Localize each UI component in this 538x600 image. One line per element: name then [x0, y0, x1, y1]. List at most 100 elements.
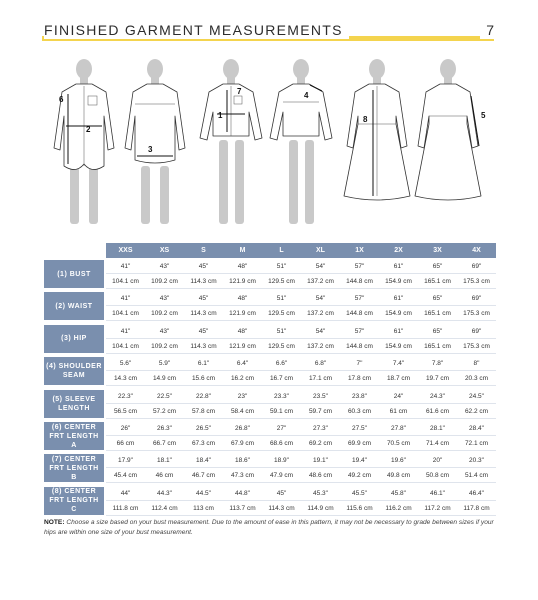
size-header-row: XXS XS S M L XL 1X 2X 3X 4X [106, 243, 496, 258]
table-cell: 114.3 cm [190, 310, 217, 318]
table-cell: 26.5" [196, 425, 211, 432]
table-cell: 70.5 cm [386, 440, 411, 447]
table-cell: 137.2 cm [307, 310, 334, 318]
table-cell: 19.4" [352, 457, 367, 465]
garment-illustration: 6 2 3 1 7 4 5 8 [53, 59, 486, 224]
table-cell: 57.2 cm [152, 407, 177, 415]
table-cell: 17.1 cm [308, 375, 333, 383]
inch-values-line: 41" 43" 45" 48" 51" 54" 57" 61" 65" 69" [106, 259, 496, 274]
cm-values-line: 14.3 cm 14.9 cm 15.6 cm 16.2 cm 16.7 cm 17.1 … [106, 371, 496, 387]
table-cell: 69" [471, 327, 482, 335]
table-cell: 28.1" [430, 425, 445, 432]
marker-4: 4 [304, 91, 309, 100]
size-header: XS [159, 247, 170, 254]
table-cell: 154.9 cm [385, 342, 412, 350]
table-cell: 47.3 cm [230, 472, 255, 480]
table-cell: 144.8 cm [346, 342, 373, 350]
table-cell: 116.2 cm [385, 504, 412, 512]
cm-values-line: 66 cm 66.7 cm 67.3 cm 67.9 cm 68.6 cm 69.2 cm… [106, 436, 496, 451]
size-header: 2X [394, 247, 403, 254]
table-cell: 45.3" [313, 489, 328, 497]
table-cell: 23" [237, 392, 248, 400]
table-cell: 47.9 cm [269, 472, 294, 480]
table-cell: 165.1 cm [424, 342, 451, 350]
table-cell: 27.3" [313, 425, 328, 432]
table-cell: 67.9 cm [230, 440, 255, 447]
table-cell: 5.6" [119, 360, 132, 368]
table-cell: 46 cm [155, 472, 174, 480]
table-cell: 104.1 cm [112, 278, 139, 285]
table-cell: 109.2 cm [151, 342, 178, 350]
table-cell: 14.3 cm [113, 375, 138, 383]
table-cell: 7" [356, 360, 363, 368]
table-cell: 129.5 cm [268, 342, 295, 350]
table-cell: 45" [276, 489, 287, 497]
table-cell: 28.4" [469, 425, 484, 432]
table-cell: 26" [120, 425, 131, 432]
cm-values-line: 111.8 cm 112.4 cm 113 cm 113.7 cm 114.3 cm 11… [106, 501, 496, 516]
table-cell: 104.1 cm [112, 342, 139, 350]
table-cell: 16.2 cm [230, 375, 255, 383]
size-header: 3X [433, 247, 442, 254]
table-cell: 68.6 cm [269, 440, 294, 447]
measurement-label: (3) HIP [44, 324, 104, 353]
table-cell: 112.4 cm [151, 504, 178, 512]
table-row: (5) SLEEVE LENGTH 22.3" 22.5" 22.8" 23" 23.3"… [44, 389, 496, 419]
table-cell: 17.9" [118, 457, 133, 465]
table-cell: 56.5 cm [113, 407, 138, 415]
table-cell: 154.9 cm [385, 310, 412, 318]
measurement-label: (2) WAIST [44, 292, 104, 321]
table-cell: 41" [120, 263, 131, 270]
table-cell: 8" [473, 360, 480, 368]
size-header: 1X [355, 247, 364, 254]
table-cell: 14.9 cm [152, 375, 177, 383]
table-cell: 46.7 cm [191, 472, 216, 480]
measurement-label: (8) CENTER FRT LENGTH C [44, 486, 104, 515]
table-cell: 57" [354, 327, 365, 335]
table-cell: 44.8" [235, 489, 250, 497]
size-note: NOTE: Choose a size based on your bust m… [44, 518, 496, 538]
table-cell: 165.1 cm [424, 310, 451, 318]
size-header: 4X [472, 247, 481, 254]
table-row: (3) HIP 41" 43" 45" 48" 51" 54" 57" 61" 65" 69" 104… [44, 324, 496, 354]
table-cell: 22.3" [118, 392, 133, 400]
table-cell: 7.8" [431, 360, 444, 368]
table-cell: 27.8" [391, 425, 406, 432]
table-cell: 44.5" [196, 489, 211, 497]
cm-values-line: 104.1 cm 109.2 cm 114.3 cm 121.9 cm 129.5 cm… [106, 306, 496, 322]
table-cell: 129.5 cm [268, 278, 295, 285]
marker-3: 3 [148, 145, 153, 154]
table-cell: 51" [276, 295, 287, 303]
measurement-label: (1) BUST [44, 260, 104, 288]
size-header: XXS [118, 247, 133, 254]
table-cell: 24.5" [469, 392, 484, 400]
table-cell: 6.4" [236, 360, 249, 368]
mannequin-figure-3 [219, 59, 244, 224]
mannequin-figure-6 [440, 59, 456, 84]
table-cell: 137.2 cm [307, 278, 334, 285]
table-cell: 60.3 cm [347, 407, 372, 415]
table-cell: 44" [120, 489, 131, 497]
table-cell: 48" [237, 327, 248, 335]
table-cell: 19.7 cm [425, 375, 450, 383]
table-cell: 111.8 cm [112, 504, 139, 512]
table-row: (4) SHOULDER SEAM 5.6" 5.9" 6.1" 6.4" 6.6" 6.8… [44, 356, 496, 387]
table-cell: 114.3 cm [190, 278, 217, 285]
table-cell: 17.8 cm [347, 375, 372, 383]
table-cell: 117.8 cm [463, 504, 490, 512]
table-cell: 67.3 cm [191, 440, 216, 447]
cm-values-line: 104.1 cm 109.2 cm 114.3 cm 121.9 cm 129.5 cm… [106, 274, 496, 289]
table-cell: 61" [393, 263, 404, 270]
table-cell: 57.8 cm [191, 407, 216, 415]
table-cell: 48" [237, 263, 248, 270]
table-cell: 15.6 cm [191, 375, 216, 383]
table-cell: 69" [471, 295, 482, 303]
table-cell: 18.6" [235, 457, 250, 465]
size-header: S [201, 247, 206, 254]
table-row: (7) CENTER FRT LENGTH B 17.9" 18.1" 18.4" 18… [44, 453, 496, 484]
table-cell: 113 cm [193, 504, 214, 512]
table-cell: 48.6 cm [308, 472, 333, 480]
table-cell: 69" [471, 263, 482, 270]
table-cell: 49.8 cm [386, 472, 411, 480]
table-cell: 22.5" [157, 392, 172, 400]
